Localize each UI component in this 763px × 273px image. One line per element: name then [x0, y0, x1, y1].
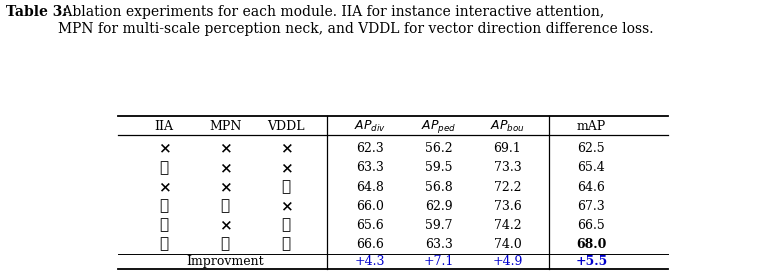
- Text: ✓: ✓: [282, 218, 291, 232]
- Text: 73.3: 73.3: [494, 161, 521, 174]
- Text: $AP_{bou}$: $AP_{bou}$: [490, 119, 525, 135]
- Text: IIA: IIA: [155, 120, 173, 133]
- Text: ✓: ✓: [282, 237, 291, 251]
- Text: 63.3: 63.3: [425, 238, 452, 251]
- Text: 63.3: 63.3: [356, 161, 384, 174]
- Text: Table 3:: Table 3:: [6, 5, 68, 19]
- Text: 69.1: 69.1: [494, 142, 521, 155]
- Text: +7.1: +7.1: [423, 255, 454, 268]
- Text: 59.7: 59.7: [425, 219, 452, 232]
- Text: ×: ×: [280, 199, 292, 213]
- Text: 74.2: 74.2: [494, 219, 521, 232]
- Text: ×: ×: [219, 218, 231, 232]
- Text: ✓: ✓: [221, 237, 230, 251]
- Text: ×: ×: [219, 142, 231, 156]
- Text: 74.0: 74.0: [494, 238, 521, 251]
- Text: 66.0: 66.0: [356, 200, 384, 213]
- Text: MPN: MPN: [209, 120, 241, 133]
- Text: ×: ×: [219, 161, 231, 175]
- Text: 59.5: 59.5: [425, 161, 452, 174]
- Text: 72.2: 72.2: [494, 180, 521, 194]
- Text: ✓: ✓: [282, 180, 291, 194]
- Text: 65.6: 65.6: [356, 219, 384, 232]
- Text: 67.3: 67.3: [578, 200, 605, 213]
- Text: ×: ×: [158, 180, 170, 194]
- Text: 65.4: 65.4: [578, 161, 605, 174]
- Text: 66.6: 66.6: [356, 238, 384, 251]
- Text: 64.8: 64.8: [356, 180, 384, 194]
- Text: VDDL: VDDL: [267, 120, 305, 133]
- Text: mAP: mAP: [577, 120, 606, 133]
- Text: ×: ×: [280, 142, 292, 156]
- Text: ✓: ✓: [159, 237, 169, 251]
- Text: 66.5: 66.5: [578, 219, 605, 232]
- Text: ✓: ✓: [159, 199, 169, 213]
- Text: ✓: ✓: [159, 161, 169, 175]
- Text: ×: ×: [158, 142, 170, 156]
- Text: +4.9: +4.9: [492, 255, 523, 268]
- Text: $AP_{ped}$: $AP_{ped}$: [421, 118, 456, 135]
- Text: 62.9: 62.9: [425, 200, 452, 213]
- Text: ✓: ✓: [221, 199, 230, 213]
- Text: 56.2: 56.2: [425, 142, 452, 155]
- Text: 73.6: 73.6: [494, 200, 521, 213]
- Text: 62.5: 62.5: [578, 142, 605, 155]
- Text: ×: ×: [219, 180, 231, 194]
- Text: +4.3: +4.3: [355, 255, 385, 268]
- Text: +5.5: +5.5: [575, 255, 607, 268]
- Text: 68.0: 68.0: [576, 238, 607, 251]
- Text: Ablation experiments for each module. IIA for instance interactive attention,
MP: Ablation experiments for each module. II…: [58, 5, 653, 36]
- Text: 56.8: 56.8: [425, 180, 452, 194]
- Text: Improvment: Improvment: [186, 255, 264, 268]
- Text: 62.3: 62.3: [356, 142, 384, 155]
- Text: ×: ×: [280, 161, 292, 175]
- Text: 64.6: 64.6: [578, 180, 605, 194]
- Text: ✓: ✓: [159, 218, 169, 232]
- Text: $AP_{div}$: $AP_{div}$: [354, 119, 386, 135]
